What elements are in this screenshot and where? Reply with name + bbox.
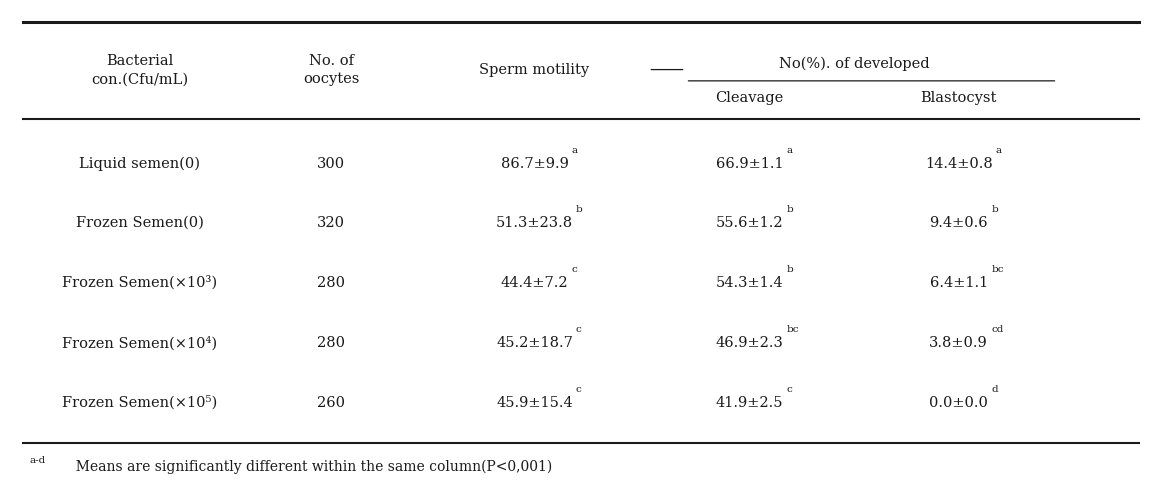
Text: 54.3±1.4: 54.3±1.4 (716, 276, 783, 290)
Text: 14.4±0.8: 14.4±0.8 (925, 157, 992, 171)
Text: No(%). of developed: No(%). of developed (779, 56, 930, 71)
Text: a: a (572, 146, 578, 155)
Text: b: b (991, 205, 998, 214)
Text: cd: cd (991, 325, 1004, 334)
Text: 46.9±2.3: 46.9±2.3 (716, 336, 783, 350)
Text: b: b (575, 205, 582, 214)
Text: Means are significantly different within the same column(P<0,001): Means are significantly different within… (67, 459, 553, 474)
Text: c: c (572, 265, 578, 273)
Text: bc: bc (991, 265, 1004, 273)
Text: 55.6±1.2: 55.6±1.2 (716, 216, 783, 230)
Text: oocytes: oocytes (303, 73, 359, 86)
Text: 45.2±18.7: 45.2±18.7 (496, 336, 573, 350)
Text: Frozen Semen(×10⁴): Frozen Semen(×10⁴) (62, 336, 217, 350)
Text: Frozen Semen(×10⁵): Frozen Semen(×10⁵) (62, 395, 217, 410)
Text: 6.4±1.1: 6.4±1.1 (930, 276, 988, 290)
Text: 9.4±0.6: 9.4±0.6 (930, 216, 988, 230)
Text: Frozen Semen(×10³): Frozen Semen(×10³) (62, 275, 217, 290)
Text: 86.7±9.9: 86.7±9.9 (501, 157, 568, 171)
Text: Cleavage: Cleavage (716, 91, 783, 105)
Text: Blastocyst: Blastocyst (920, 91, 997, 105)
Text: b: b (787, 265, 792, 273)
Text: c: c (575, 325, 581, 334)
Text: Frozen Semen(0): Frozen Semen(0) (76, 216, 203, 230)
Text: Liquid semen(0): Liquid semen(0) (79, 157, 200, 172)
Text: Bacterial: Bacterial (106, 54, 173, 68)
Text: c: c (575, 385, 581, 393)
Text: bc: bc (787, 325, 798, 334)
Text: No. of: No. of (309, 54, 353, 68)
Text: c: c (787, 385, 792, 393)
Text: a: a (787, 146, 792, 155)
Text: 280: 280 (317, 336, 345, 350)
Text: b: b (787, 205, 792, 214)
Text: 260: 260 (317, 396, 345, 410)
Text: 41.9±2.5: 41.9±2.5 (716, 396, 783, 410)
Text: 3.8±0.9: 3.8±0.9 (930, 336, 988, 350)
Text: 66.9±1.1: 66.9±1.1 (716, 157, 783, 171)
Text: con.(Cfu/mL): con.(Cfu/mL) (91, 73, 188, 86)
Text: a: a (996, 146, 1002, 155)
Text: 280: 280 (317, 276, 345, 290)
Text: 300: 300 (317, 157, 345, 171)
Text: d: d (991, 385, 998, 393)
Text: 320: 320 (317, 216, 345, 230)
Text: a-d: a-d (29, 456, 45, 465)
Text: 44.4±7.2: 44.4±7.2 (501, 276, 568, 290)
Text: Sperm motility: Sperm motility (480, 63, 589, 76)
Text: 0.0±0.0: 0.0±0.0 (930, 396, 988, 410)
Text: 45.9±15.4: 45.9±15.4 (496, 396, 573, 410)
Text: 51.3±23.8: 51.3±23.8 (496, 216, 573, 230)
